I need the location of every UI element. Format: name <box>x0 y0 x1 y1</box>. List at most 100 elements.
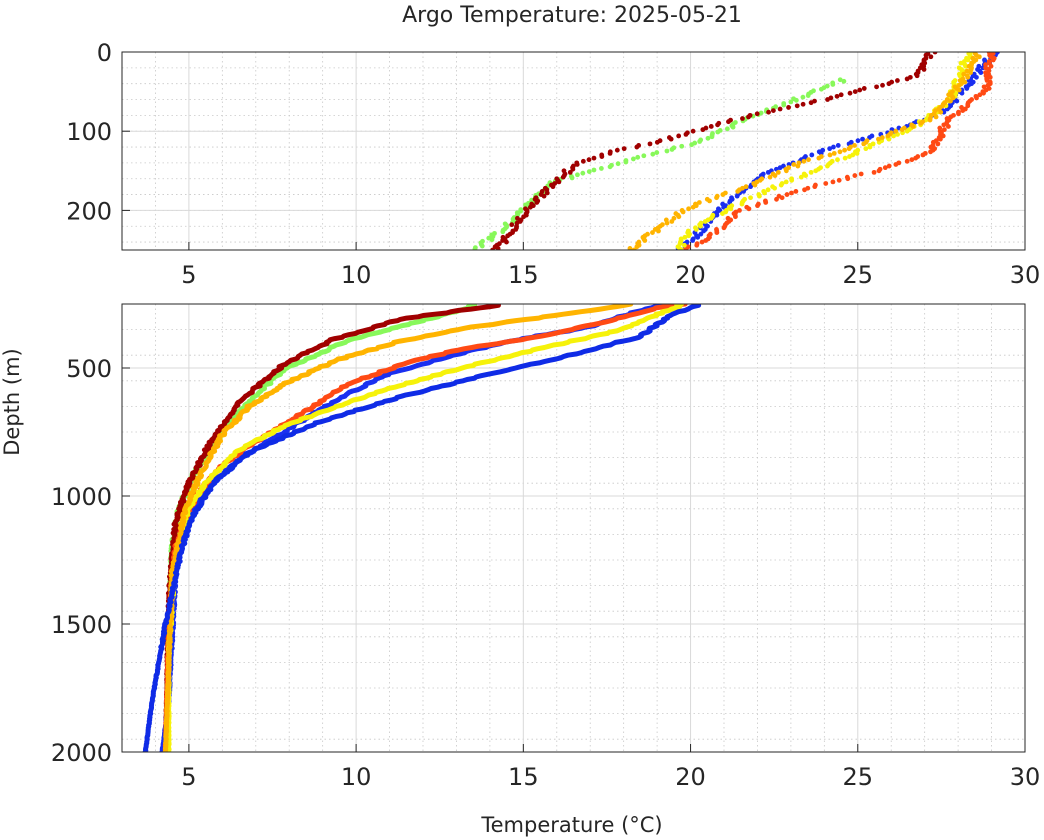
data-point <box>910 124 916 129</box>
data-point <box>795 163 801 169</box>
data-point <box>837 77 843 83</box>
data-point <box>586 169 592 174</box>
data-point <box>976 54 982 60</box>
data-point <box>818 86 824 92</box>
data-point <box>779 195 785 201</box>
data-point <box>509 222 515 228</box>
data-point <box>607 164 613 170</box>
data-point <box>699 239 705 245</box>
data-point <box>855 138 861 144</box>
data-point <box>854 150 860 156</box>
data-point <box>974 74 979 80</box>
data-point <box>783 179 789 185</box>
data-point <box>941 127 947 133</box>
data-point <box>765 187 771 193</box>
data-point <box>676 214 682 220</box>
data-point <box>793 188 799 194</box>
data-point <box>874 84 879 90</box>
data-point <box>932 52 938 55</box>
data-point <box>950 95 956 101</box>
data-point <box>647 141 653 147</box>
data-point <box>784 192 790 197</box>
data-point <box>681 242 687 248</box>
data-point <box>886 81 892 87</box>
data-point <box>544 190 550 196</box>
data-point <box>775 169 781 175</box>
data-point <box>794 103 800 109</box>
data-point <box>801 158 807 164</box>
data-point <box>800 94 806 100</box>
data-point <box>690 128 696 134</box>
data-point <box>479 243 485 249</box>
data-point <box>813 168 819 174</box>
data-point <box>669 219 675 224</box>
data-point <box>705 135 711 141</box>
data-point <box>961 71 967 77</box>
data-point <box>669 147 675 152</box>
data-point <box>754 111 760 117</box>
data-point <box>598 166 604 171</box>
data-point <box>968 70 973 75</box>
x-tick-label: 25 <box>843 763 874 791</box>
data-point <box>825 97 830 102</box>
data-point <box>766 109 771 115</box>
data-point <box>591 167 597 173</box>
data-point <box>752 182 758 188</box>
data-point <box>783 168 789 174</box>
data-point <box>746 206 752 212</box>
data-point <box>570 166 576 172</box>
data-point <box>504 239 509 245</box>
data-point <box>641 153 647 159</box>
data-point <box>825 163 830 169</box>
y-tick-label: 1000 <box>51 483 112 511</box>
data-point <box>774 196 779 202</box>
data-point <box>920 152 926 158</box>
data-point <box>527 204 533 210</box>
data-point <box>772 173 778 178</box>
data-point <box>857 87 863 93</box>
data-point <box>656 228 661 234</box>
data-point <box>631 247 637 250</box>
data-point <box>837 149 843 155</box>
data-point <box>634 244 640 250</box>
data-point <box>831 150 837 156</box>
x-tick-label: 30 <box>1010 763 1041 791</box>
data-point <box>700 127 706 133</box>
data-point <box>642 238 648 243</box>
data-point <box>702 219 708 224</box>
x-tick-label: 20 <box>675 261 706 289</box>
data-point <box>534 200 540 205</box>
data-point <box>960 108 966 114</box>
data-point <box>556 179 562 185</box>
data-point <box>472 246 478 250</box>
data-point <box>756 193 762 199</box>
data-point <box>762 190 767 196</box>
data-point <box>904 158 910 164</box>
data-point <box>654 139 660 145</box>
data-point <box>500 229 506 235</box>
data-point <box>791 162 797 167</box>
data-point <box>739 201 745 207</box>
data-point <box>904 76 910 82</box>
data-point <box>682 234 688 240</box>
data-point <box>690 238 696 243</box>
data-point <box>726 119 731 125</box>
chart-title: Argo Temperature: 2025-05-21 <box>402 3 742 28</box>
data-point <box>831 144 836 150</box>
data-point <box>686 206 692 212</box>
data-point <box>816 155 822 161</box>
data-point <box>852 173 858 178</box>
data-point <box>823 181 829 186</box>
data-point <box>765 169 771 175</box>
y-tick-label: 2000 <box>51 739 112 767</box>
data-point <box>842 147 847 153</box>
data-point <box>965 74 971 80</box>
data-point <box>978 70 984 75</box>
data-point <box>767 174 773 180</box>
data-point <box>808 100 814 106</box>
data-point <box>777 106 783 112</box>
data-point <box>885 133 891 139</box>
data-point <box>846 146 852 152</box>
data-point <box>852 89 858 94</box>
data-point <box>703 238 709 243</box>
